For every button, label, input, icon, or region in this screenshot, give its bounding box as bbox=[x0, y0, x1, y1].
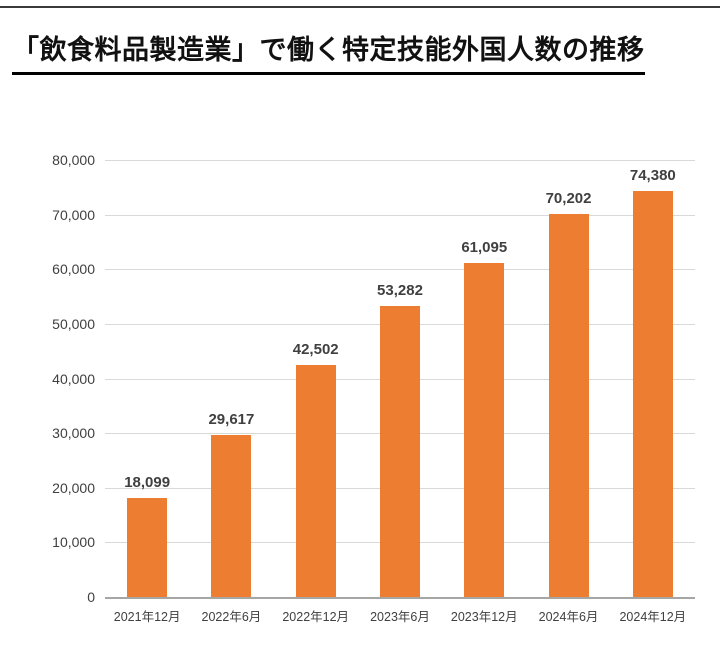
bar bbox=[211, 435, 252, 597]
y-tick-label: 20,000 bbox=[52, 479, 95, 496]
bar-column: 70,202 bbox=[526, 160, 610, 597]
bar-series: 18,099 29,617 42,502 53,282 61,095 70,202 74,3… bbox=[105, 160, 695, 597]
bar-column: 74,380 bbox=[611, 160, 695, 597]
y-tick-label: 40,000 bbox=[52, 370, 95, 387]
bar bbox=[632, 190, 673, 597]
gridline bbox=[105, 214, 695, 216]
y-tick-label: 50,000 bbox=[52, 315, 95, 332]
gridline bbox=[105, 160, 695, 161]
bar-column: 61,095 bbox=[442, 160, 526, 597]
bar-column: 29,617 bbox=[189, 160, 273, 597]
bar-value-label: 70,202 bbox=[545, 189, 592, 207]
bar bbox=[379, 305, 420, 597]
bar-value-label: 74,380 bbox=[629, 166, 676, 184]
y-tick-label: 60,000 bbox=[52, 261, 95, 278]
x-category-label: 2021年12月 bbox=[113, 610, 181, 624]
bar-value-label: 18,099 bbox=[124, 474, 171, 492]
y-tick-label: 0 bbox=[87, 589, 95, 605]
y-tick-label: 30,000 bbox=[52, 425, 95, 442]
plot-area: 18,099 29,617 42,502 53,282 61,095 70,202 74,3… bbox=[105, 160, 695, 599]
y-tick-label: 10,000 bbox=[52, 534, 95, 551]
x-category-label: 2024年12月 bbox=[619, 610, 687, 624]
x-category-label: 2022年6月 bbox=[201, 610, 262, 624]
x-axis-labels: 2021年12月 2022年6月 2022年12月 2023年6月 2023年12月 20… bbox=[105, 606, 695, 625]
bar-value-label: 61,095 bbox=[461, 239, 508, 257]
y-tick-label: 80,000 bbox=[52, 152, 95, 168]
x-category-label: 2023年12月 bbox=[450, 610, 518, 624]
y-tick-label: 70,000 bbox=[52, 206, 95, 223]
bar bbox=[295, 364, 336, 597]
bar-value-label: 42,502 bbox=[292, 340, 339, 358]
bar-column: 42,502 bbox=[274, 160, 358, 597]
bar-column: 18,099 bbox=[105, 160, 189, 597]
top-divider bbox=[0, 6, 720, 8]
bar-value-label: 53,282 bbox=[377, 281, 423, 299]
x-category-label: 2022年12月 bbox=[282, 610, 350, 624]
bar bbox=[464, 263, 505, 597]
x-category-label: 2024年6月 bbox=[538, 610, 599, 624]
bar bbox=[127, 498, 168, 597]
chart-title: 「飲食料品製造業」で働く特定技能外国人数の推移 bbox=[12, 28, 645, 75]
bar-column: 53,282 bbox=[358, 160, 442, 597]
bar-value-label: 29,617 bbox=[208, 411, 255, 429]
gridline bbox=[105, 269, 695, 271]
bar bbox=[548, 213, 589, 597]
x-category-label: 2023年6月 bbox=[370, 610, 430, 624]
y-axis-labels: 0 10,000 20,000 30,000 40,000 50,000 60,000 70,… bbox=[0, 152, 95, 605]
